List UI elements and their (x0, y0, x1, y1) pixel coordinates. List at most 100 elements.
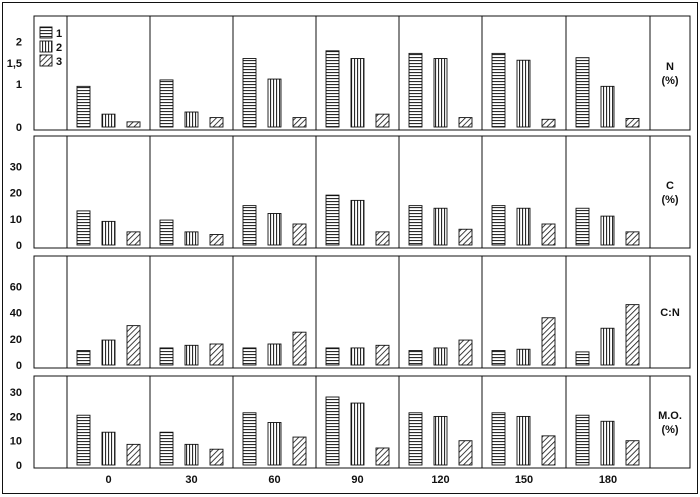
panel-frame (33, 255, 691, 369)
bar-series-2-0 (101, 431, 116, 466)
bar-series-3-90 (375, 113, 390, 128)
bar-series-1-30 (159, 347, 174, 366)
x-tick-label: 180 (599, 474, 617, 486)
bar-series-3-180 (625, 231, 640, 246)
bar-series-2-90 (350, 402, 365, 466)
bar-series-3-60 (292, 436, 307, 466)
bar-series-3-60 (292, 223, 307, 246)
bar-series-2-30 (184, 344, 199, 366)
panel-label: (%) (661, 194, 678, 206)
bar-series-1-90 (325, 50, 340, 128)
bar-series-3-90 (375, 344, 390, 366)
y-tick-label: 0 (16, 460, 22, 472)
bar-series-3-180 (625, 440, 640, 466)
bar-series-1-90 (325, 396, 340, 466)
bar-series-1-150 (491, 52, 506, 128)
bar-series-1-60 (242, 58, 257, 128)
panel-4: 0 10 20 30 M.O. (%) (10, 375, 691, 472)
bar-series-3-0 (126, 325, 141, 366)
bar-series-3-60 (292, 117, 307, 128)
y-tick-label: 0 (16, 122, 22, 134)
bar-series-3-150 (541, 223, 556, 246)
bar-series-1-180 (575, 57, 590, 128)
bar-series-2-60 (267, 343, 282, 366)
y-tick-label: 1,5 (7, 58, 22, 70)
y-tick-label: 0 (16, 240, 22, 252)
bar-series-2-60 (267, 422, 282, 466)
bar-series-2-60 (267, 213, 282, 246)
panel-label: C (666, 180, 674, 192)
bar-series-1-120 (408, 350, 423, 366)
panel-label: C:N (660, 307, 680, 319)
bar-series-3-90 (375, 231, 390, 246)
bar-series-3-120 (458, 440, 473, 466)
bar-series-1-0 (76, 210, 91, 246)
y-tick-label: 20 (10, 411, 22, 423)
bar-series-3-0 (126, 231, 141, 246)
chart-panels: 0 1 1,5 2 N (%) 0 10 20 30 C (%) 0 20 40 60 C:N 0 10 20 30 M.… (7, 15, 691, 472)
y-tick-label: 30 (10, 387, 22, 399)
bar-series-2-180 (600, 85, 615, 128)
bar-series-2-150 (516, 59, 531, 128)
panel-frame (33, 375, 691, 469)
bar-series-3-150 (541, 317, 556, 366)
y-tick-label: 1 (16, 79, 22, 91)
bar-series-1-150 (491, 350, 506, 366)
bar-series-2-150 (516, 207, 531, 246)
y-tick-label: 40 (10, 308, 22, 320)
bar-series-1-120 (408, 52, 423, 128)
y-tick-label: 10 (10, 214, 22, 226)
legend: 1 2 3 (39, 26, 62, 68)
y-tick-label: 20 (10, 334, 22, 346)
bar-series-1-0 (76, 85, 91, 128)
bar-series-2-180 (600, 327, 615, 366)
bar-series-1-180 (575, 414, 590, 466)
legend-label: 1 (56, 28, 62, 40)
bar-series-1-180 (575, 207, 590, 246)
bar-series-2-30 (184, 111, 199, 128)
panel-3: 0 20 40 60 C:N (10, 255, 691, 372)
bar-series-3-0 (126, 443, 141, 466)
bar-series-2-90 (350, 58, 365, 128)
bar-series-1-0 (76, 350, 91, 366)
x-tick-label: 120 (431, 474, 449, 486)
bar-series-1-60 (242, 205, 257, 246)
panel-label: M.O. (658, 410, 682, 422)
bar-series-2-0 (101, 220, 116, 246)
bar-series-3-180 (625, 117, 640, 128)
panel-label: N (666, 61, 674, 73)
y-tick-label: 0 (16, 360, 22, 372)
panel-label: (%) (661, 424, 678, 436)
legend-swatch-3 (39, 54, 53, 67)
x-tick-label: 30 (185, 474, 197, 486)
bar-series-2-90 (350, 199, 365, 246)
bar-series-1-120 (408, 412, 423, 466)
legend-swatch-1 (39, 26, 53, 39)
bar-series-1-30 (159, 79, 174, 128)
bar-series-1-150 (491, 205, 506, 246)
bar-series-2-150 (516, 415, 531, 466)
bar-series-2-120 (433, 207, 448, 246)
x-tick-label: 90 (351, 474, 363, 486)
bar-series-2-30 (184, 443, 199, 466)
bar-series-1-0 (76, 414, 91, 466)
bar-series-1-90 (325, 347, 340, 366)
bar-series-1-60 (242, 412, 257, 466)
legend-label: 3 (56, 56, 62, 68)
bar-series-1-180 (575, 351, 590, 366)
bar-series-3-30 (209, 448, 224, 466)
x-tick-label: 150 (515, 474, 533, 486)
bar-series-3-90 (375, 447, 390, 466)
x-tick-label: 0 (105, 474, 111, 486)
bar-series-1-120 (408, 205, 423, 246)
bar-series-3-30 (209, 234, 224, 246)
bar-series-3-30 (209, 117, 224, 128)
panel-1: 0 1 1,5 2 N (%) (7, 15, 691, 134)
x-axis: 0 30 60 90 120 150 180 (105, 474, 617, 486)
bar-series-3-120 (458, 117, 473, 128)
bar-series-1-60 (242, 347, 257, 366)
bar-series-2-180 (600, 215, 615, 246)
bar-series-3-120 (458, 228, 473, 246)
panel-label: (%) (661, 75, 678, 87)
bar-series-1-150 (491, 412, 506, 466)
